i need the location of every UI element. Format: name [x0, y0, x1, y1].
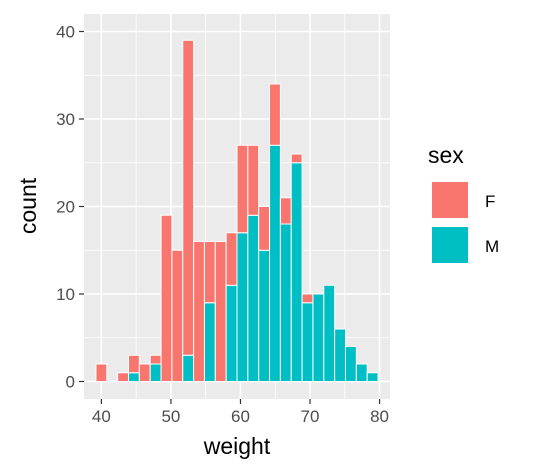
bar-m	[237, 233, 248, 382]
legend-label-f: F	[485, 192, 495, 211]
y-tick-label: 30	[56, 110, 75, 129]
y-tick-label: 20	[56, 198, 75, 217]
bar-f	[204, 242, 215, 303]
bar-f	[172, 250, 183, 381]
x-tick-label: 60	[231, 407, 250, 426]
bar-m	[270, 145, 281, 381]
bar-m	[248, 215, 259, 381]
bar-f	[291, 154, 302, 163]
bar-m	[226, 285, 237, 381]
bar-m	[183, 355, 194, 381]
bar-f	[183, 40, 194, 355]
legend-swatch-f	[432, 182, 468, 218]
y-tick-label: 40	[56, 23, 75, 42]
y-tick-label: 10	[56, 285, 75, 304]
bar-m	[345, 347, 356, 382]
x-tick-label: 50	[161, 407, 180, 426]
bar-m	[367, 373, 378, 382]
bar-m	[313, 294, 324, 382]
bar-f	[96, 364, 107, 382]
bar-f	[194, 242, 205, 382]
y-tick-label: 0	[66, 373, 75, 392]
bar-m	[129, 373, 140, 382]
bar-m	[204, 303, 215, 382]
y-axis-title: count	[15, 177, 41, 234]
legend-title: sex	[428, 142, 464, 168]
x-tick-label: 40	[92, 407, 111, 426]
bar-m	[291, 163, 302, 382]
legend-swatch-m	[432, 227, 468, 263]
bar-f	[129, 355, 140, 373]
bar-m	[335, 329, 346, 382]
bar-f	[237, 145, 248, 233]
bar-f	[161, 215, 172, 381]
bar-m	[280, 224, 291, 382]
legend-label-m: M	[485, 237, 499, 256]
bar-f	[248, 145, 259, 215]
x-tick-label: 80	[370, 407, 389, 426]
bar-m	[150, 364, 161, 382]
x-tick-label: 70	[301, 407, 320, 426]
bar-f	[118, 373, 129, 382]
bar-m	[356, 364, 367, 382]
bar-m	[302, 303, 313, 382]
bar-f	[280, 198, 291, 224]
bar-f	[139, 364, 150, 382]
bar-m	[259, 250, 270, 381]
bar-f	[270, 84, 281, 145]
bar-f	[215, 242, 226, 382]
bar-f	[226, 233, 237, 286]
bar-f	[302, 294, 313, 303]
bar-f	[150, 355, 161, 364]
x-axis-title: weight	[203, 433, 271, 459]
bar-f	[259, 207, 270, 251]
bar-m	[324, 285, 335, 381]
